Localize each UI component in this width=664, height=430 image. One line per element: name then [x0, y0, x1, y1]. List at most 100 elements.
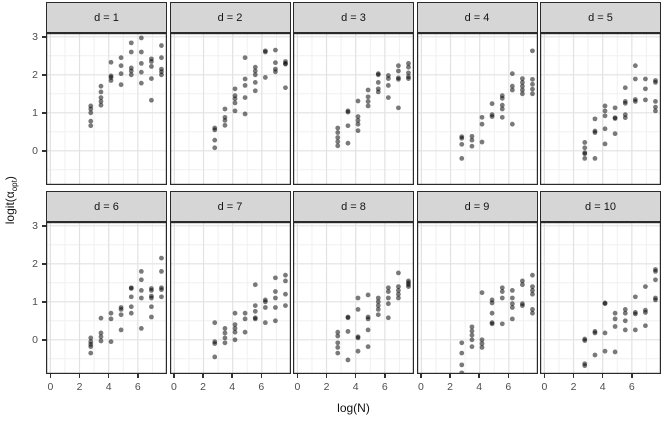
- x-tick-label: 0: [294, 381, 301, 393]
- scatter-point: [118, 327, 124, 333]
- scatter-point: [149, 59, 154, 64]
- scatter-point: [98, 99, 104, 104]
- scatter-point: [335, 329, 341, 335]
- x-tick-label: 2: [323, 381, 330, 393]
- scatter-point: [282, 85, 288, 91]
- scatter-point: [355, 121, 361, 127]
- x-tick-label: 6: [134, 381, 141, 393]
- scatter-point: [88, 106, 94, 112]
- scatter-point: [232, 326, 237, 331]
- scatter-point: [509, 288, 515, 293]
- y-axis-title: logit(αopt): [3, 176, 19, 224]
- scatter-point: [602, 141, 608, 147]
- scatter-point: [529, 86, 535, 92]
- scatter-point: [98, 102, 104, 108]
- y-tick-label: 2: [32, 68, 38, 81]
- scatter-point: [118, 63, 124, 69]
- y-tick-mark: [41, 112, 46, 114]
- scatter-point: [345, 357, 351, 363]
- scatter-point: [612, 310, 618, 316]
- scatter-point: [128, 304, 134, 310]
- scatter-point: [262, 49, 268, 55]
- scatter-point: [529, 310, 535, 316]
- scatter-point: [653, 104, 658, 110]
- scatter-point: [149, 64, 154, 69]
- scatter-point: [469, 137, 474, 143]
- scatter-point: [396, 295, 401, 301]
- scatter-point: [262, 75, 268, 80]
- scatter-point: [509, 316, 515, 322]
- x-tick-mark: [478, 374, 480, 378]
- scatter-point: [108, 78, 114, 83]
- scatter-point: [252, 72, 258, 78]
- scatter-point: [499, 114, 505, 120]
- scatter-point: [499, 102, 505, 108]
- facet-panel: [46, 222, 168, 375]
- scatter-point: [602, 126, 608, 132]
- scatter-point: [149, 304, 154, 310]
- scatter-point: [479, 114, 484, 120]
- scatter-point: [222, 118, 227, 123]
- scatter-point: [499, 106, 505, 112]
- x-tick-mark: [601, 374, 604, 378]
- x-tick-mark: [173, 374, 175, 378]
- scatter-point: [335, 130, 341, 135]
- y-tick-label: 3: [32, 30, 38, 43]
- scatter-point: [98, 83, 104, 89]
- scatter-point: [385, 83, 391, 88]
- scatter-point: [396, 63, 401, 69]
- scatter-point: [406, 284, 411, 289]
- scatter-point: [622, 85, 628, 91]
- scatter-point: [375, 72, 381, 78]
- scatter-point: [355, 114, 361, 119]
- scatter-point: [98, 338, 104, 344]
- facet-panel-plot: [540, 222, 662, 375]
- scatter-point: [345, 329, 351, 334]
- scatter-point: [385, 301, 391, 307]
- x-tick-mark: [49, 374, 52, 378]
- scatter-point: [499, 285, 505, 291]
- scatter-point: [396, 284, 401, 289]
- scatter-point: [128, 294, 134, 300]
- scatter-point: [138, 80, 144, 86]
- scatter-point: [345, 109, 351, 115]
- scatter-point: [272, 60, 278, 66]
- scatter-point: [335, 139, 341, 145]
- scatter-point: [529, 48, 535, 54]
- x-tick-mark: [202, 374, 204, 378]
- scatter-point: [365, 99, 371, 104]
- scatter-point: [211, 137, 217, 143]
- scatter-point: [632, 327, 638, 333]
- x-tick-label: 6: [505, 381, 512, 393]
- facet-strip-label: d = 7: [217, 200, 243, 213]
- scatter-point: [138, 49, 144, 55]
- scatter-point: [149, 295, 154, 301]
- scatter-point: [355, 348, 361, 354]
- scatter-point: [499, 289, 505, 294]
- scatter-point: [385, 285, 391, 291]
- scatter-point: [469, 337, 474, 343]
- facet-strip-label: d = 9: [464, 200, 490, 213]
- facet-panel: [293, 222, 415, 375]
- scatter-point: [262, 320, 268, 326]
- scatter-point: [592, 156, 598, 161]
- scatter-point: [88, 335, 94, 341]
- scatter-point: [232, 337, 237, 343]
- scatter-point: [385, 315, 391, 321]
- x-tick-mark: [260, 374, 263, 378]
- y-tick-mark: [41, 36, 46, 38]
- scatter-point: [375, 303, 381, 308]
- scatter-point: [272, 295, 278, 301]
- scatter-point: [98, 330, 104, 336]
- scatter-point: [602, 113, 608, 119]
- scatter-point: [396, 291, 401, 297]
- scatter-point: [653, 99, 658, 104]
- scatter-point: [108, 339, 114, 345]
- scatter-point: [232, 322, 237, 327]
- scatter-point: [272, 318, 278, 324]
- scatter-point: [159, 72, 164, 78]
- facet-panel-plot: [293, 222, 415, 375]
- scatter-point: [406, 70, 411, 76]
- scatter-point: [509, 295, 515, 301]
- scatter-point: [622, 307, 628, 312]
